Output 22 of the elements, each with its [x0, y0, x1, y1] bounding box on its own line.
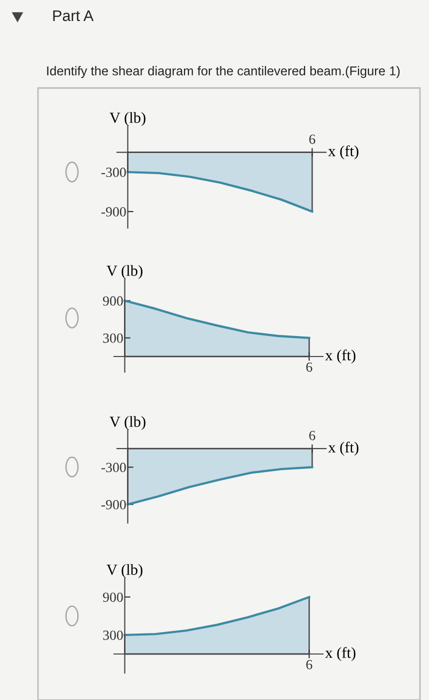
y-tick-label: 900: [102, 592, 123, 602]
y-axis-title: V (lb): [106, 265, 142, 279]
x-axis-title: x (ft): [328, 145, 358, 160]
x-axis-title: x (ft): [325, 646, 356, 662]
y-tick-label: 900: [102, 296, 123, 306]
y-tick-label: 300: [103, 333, 123, 343]
x-tick-label: 6: [306, 660, 312, 670]
y-axis-title: V (lb): [110, 112, 146, 126]
y-axis-title: V (lb): [110, 416, 146, 430]
y-tick-label: -300: [101, 462, 126, 472]
y-tick-label: -900: [101, 207, 126, 217]
x-tick-label: 6: [309, 134, 316, 144]
x-tick-label: 6: [306, 362, 312, 372]
x-axis-title: x (ft): [325, 349, 356, 364]
chart-subtitle: Identify the shear diagram for the cantilevered beam.(Figure 1): [47, 66, 400, 78]
y-tick-label: 300: [103, 630, 123, 640]
x-axis-title: x (ft): [328, 442, 358, 456]
y-tick-label: -900: [101, 500, 126, 510]
y-axis-title: V (lb): [106, 564, 142, 578]
chart-title: Part A: [53, 10, 94, 22]
x-tick-label: 6: [309, 430, 316, 440]
y-tick-label: -300: [101, 168, 126, 178]
